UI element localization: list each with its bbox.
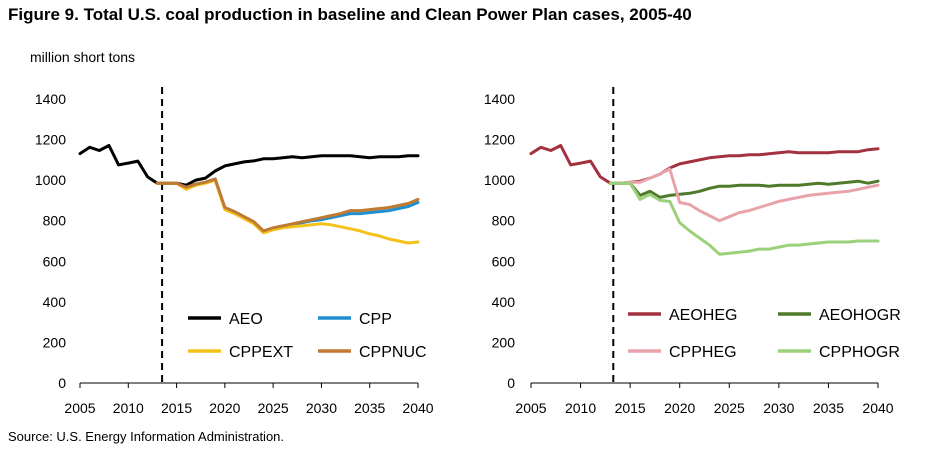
y-tick-label: 200 [492,334,516,350]
y-tick-label: 0 [58,375,66,391]
x-tick-label: 2010 [565,400,596,416]
x-tick-label: 2015 [161,400,192,416]
y-tick-label: 1000 [484,172,515,188]
right-chart-panel: 2005 2010 2015 2020 2025 2030 2035 2040 0 200 400 6… [484,87,901,416]
legend-label-cpphogr: CPPHOGR [819,344,900,361]
x-tick-label: 2040 [402,400,433,416]
y-tick-label: 800 [43,213,67,229]
x-tick-label: 2020 [664,400,695,416]
y-tick-label: 1400 [484,91,515,107]
x-tick-label: 2025 [714,400,745,416]
x-tick-label: 2025 [258,400,289,416]
y-tick-label: 1200 [484,132,515,148]
x-tick-label: 2030 [306,400,337,416]
y-tick-label: 200 [43,334,67,350]
y-tick-label: 600 [43,253,67,269]
y-tick-label: 0 [507,375,515,391]
x-tick-label: 2015 [615,400,646,416]
legend-label-aeohogr: AEOHOGR [819,307,901,324]
y-tick-label: 400 [43,294,67,310]
series-line-cppheg [608,167,880,223]
source-note: Source: U.S. Energy Information Administ… [8,429,285,444]
y-tick-label: 400 [492,294,516,310]
x-tick-label: 2035 [354,400,385,416]
series-line-aeohogr [608,179,880,199]
series-line-cppnuc [155,177,420,233]
series-line-aeo [78,144,420,187]
legend-label-cppnuc: CPPNUC [359,344,427,361]
left-chart-panel: 2005 2010 2015 2020 2025 2030 2035 2040 0 200 400 6… [35,87,434,416]
x-tick-label: 2005 [515,400,546,416]
series-line-aeoheg [529,144,880,185]
y-axis-unit-label: million short tons [30,49,136,65]
legend-label-cpp: CPP [359,311,392,328]
x-tick-label: 2010 [113,400,144,416]
x-tick-label: 2040 [862,400,893,416]
y-tick-label: 1000 [35,172,66,188]
series-line-cpphogr [608,181,880,256]
x-tick-label: 2035 [813,400,844,416]
x-tick-label: 2020 [209,400,240,416]
y-tick-label: 600 [492,253,516,269]
legend-label-aeoheg: AEOHEG [669,307,737,324]
figure-title: Figure 9. Total U.S. coal production in … [8,5,692,24]
legend-label-cppheg: CPPHEG [669,344,737,361]
legend-label-aeo: AEO [229,311,263,328]
x-tick-label: 2030 [763,400,794,416]
y-tick-label: 1200 [35,132,66,148]
legend-label-cppext: CPPEXT [229,344,293,361]
y-tick-label: 800 [492,213,516,229]
y-tick-label: 1400 [35,91,66,107]
x-tick-label: 2005 [64,400,95,416]
